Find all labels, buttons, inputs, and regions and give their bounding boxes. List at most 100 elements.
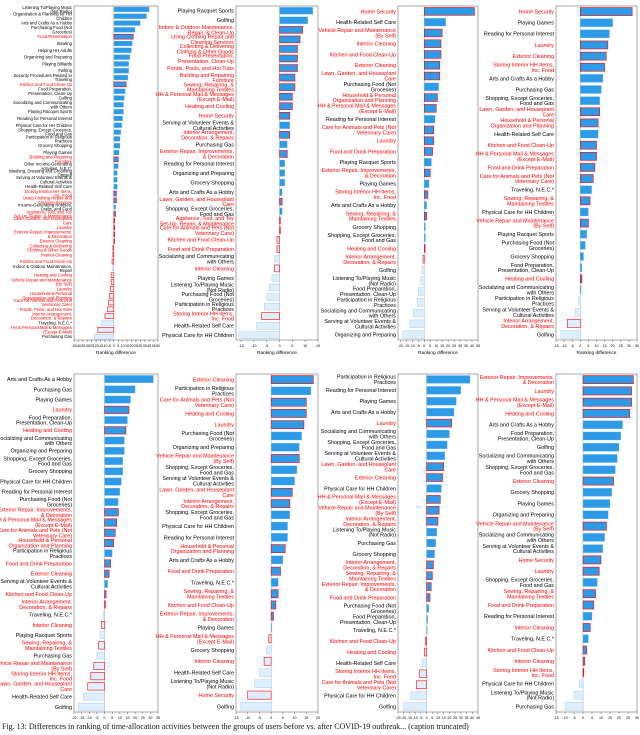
bar xyxy=(426,418,453,428)
category-label: Reading for Personal Interest xyxy=(164,535,235,541)
category-label: Purchasing Food (Not Groceries) xyxy=(182,431,235,442)
bar xyxy=(256,322,280,330)
x-tick-label: -10 xyxy=(561,344,566,348)
category-label: Shopping, Except Groceries, Food and Gas xyxy=(3,456,72,467)
category-label: Grocery Shopping xyxy=(511,490,554,496)
bar xyxy=(421,265,425,274)
category-label: Sewing, Repairing, & Maintaining Textiles xyxy=(504,196,555,207)
category-label: Arts and Crafts As a Hobby xyxy=(331,203,396,209)
category-label: Purchasing Food (Not Groceries) xyxy=(344,604,397,615)
x-tick-label: 35 xyxy=(156,716,160,720)
category-label: Lawn, Garden, and Houseplant Care xyxy=(0,682,72,693)
x-tick-label: 0 xyxy=(579,344,581,348)
category-label: Care for Animals and Pets (Not Veterinary… xyxy=(160,225,235,236)
bar xyxy=(111,265,114,272)
bar xyxy=(90,672,105,681)
bar xyxy=(113,47,132,53)
x-tick-label: 20 xyxy=(447,716,451,720)
bar xyxy=(279,188,283,196)
bar xyxy=(582,544,603,553)
bar xyxy=(579,174,594,183)
category-label: Purchasing Gas xyxy=(42,334,72,339)
bar xyxy=(423,244,426,253)
bar xyxy=(582,600,595,610)
bar xyxy=(422,255,425,264)
category-label: Golfing xyxy=(379,704,396,710)
bar xyxy=(254,679,272,689)
category-label: Purchasing Gas xyxy=(516,87,555,93)
x-tick-label: -45 xyxy=(71,344,76,348)
bar xyxy=(424,201,427,210)
category-label: Grocery Shopping xyxy=(29,469,72,475)
bar xyxy=(270,600,277,610)
bar xyxy=(279,54,298,63)
bar xyxy=(426,429,450,439)
category-label: Physical Care for HH Children xyxy=(16,123,73,128)
bar xyxy=(582,409,631,418)
bar xyxy=(579,218,589,228)
bar xyxy=(279,140,288,148)
category-label: Care for Animals and Pets (Not Veterinary… xyxy=(0,528,72,539)
x-tick-label: -5 xyxy=(417,344,420,348)
category-label: Storing Interior HH Items, Inc. Food xyxy=(24,189,72,198)
category-label: Home Security xyxy=(519,9,555,15)
bar xyxy=(426,375,471,384)
bar xyxy=(104,457,124,465)
category-label: Building and Repairing Furniture xyxy=(180,73,234,84)
bar xyxy=(582,656,586,666)
x-tick-label: 30 xyxy=(458,344,462,348)
bar xyxy=(270,375,314,384)
category-label: Laundry xyxy=(53,408,73,414)
category-label: Grocery Shopping xyxy=(511,254,554,260)
category-label: Household & Personal Organization and Pla… xyxy=(332,93,396,104)
x-tick-label: 10 xyxy=(293,716,297,720)
bar xyxy=(423,71,441,81)
x-tick-label: 5 xyxy=(282,716,284,720)
bar xyxy=(113,211,116,217)
bar xyxy=(112,245,115,251)
bar xyxy=(270,487,293,497)
bar xyxy=(580,285,582,295)
category-label: Socializing and Communicating with Others xyxy=(479,533,555,544)
bar xyxy=(270,544,286,553)
chart-panel-8: Exterior Repair, Improvements, & Decorati… xyxy=(476,373,639,720)
bar xyxy=(97,327,115,333)
x-tick-label: 5 xyxy=(291,344,293,348)
x-tick-label: 15 xyxy=(125,716,129,720)
category-label: Interior Arrangement, Decoration, & Repai… xyxy=(31,312,72,321)
category-label: Food Preparation, Presentation, Clean-Up xyxy=(498,263,555,274)
bar xyxy=(113,149,120,156)
category-label: Interior Arrangement, Decoration, & Repai… xyxy=(501,318,554,329)
bar xyxy=(104,590,107,599)
category-label: Kitchen and Food Clean-Up xyxy=(5,592,72,598)
bar xyxy=(413,309,425,318)
bar xyxy=(582,645,587,655)
bar xyxy=(579,51,607,61)
bar xyxy=(261,312,280,320)
category-label: Indoor & Outdoor Maintenance, Repair xyxy=(13,264,72,273)
bar xyxy=(113,224,115,231)
bar xyxy=(582,476,614,486)
category-label: Laundry xyxy=(377,139,397,145)
category-label: Playing Games xyxy=(197,625,234,631)
x-tick-label: -30 xyxy=(85,344,90,348)
bar xyxy=(582,578,598,587)
bar xyxy=(582,465,616,474)
bar xyxy=(409,319,425,328)
category-label: Food Presentation xyxy=(38,34,73,39)
x-tick-label: -15 xyxy=(404,344,409,348)
category-label: Sewing, Repairing, & Maintaining Textiles xyxy=(504,589,555,600)
category-label: Listening To/Playing Music (Not Radio) xyxy=(333,276,397,287)
bar xyxy=(582,375,634,384)
bar xyxy=(104,375,154,383)
bar xyxy=(573,690,584,700)
x-tick-label: 0 xyxy=(113,344,115,348)
x-tick-label: -15 xyxy=(233,716,238,720)
bar xyxy=(104,313,115,319)
category-label: Traveling, N.E.C.* xyxy=(511,188,555,194)
x-tick-label: 30 xyxy=(138,344,142,348)
x-tick-label: 20 xyxy=(446,344,450,348)
bar xyxy=(270,623,273,632)
category-label: Purchasing Food (Not Groceries) xyxy=(20,497,73,508)
